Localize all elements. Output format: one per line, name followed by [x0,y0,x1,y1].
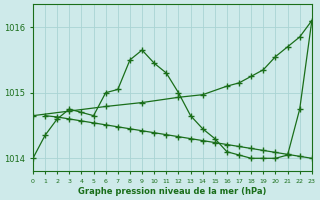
X-axis label: Graphe pression niveau de la mer (hPa): Graphe pression niveau de la mer (hPa) [78,187,267,196]
